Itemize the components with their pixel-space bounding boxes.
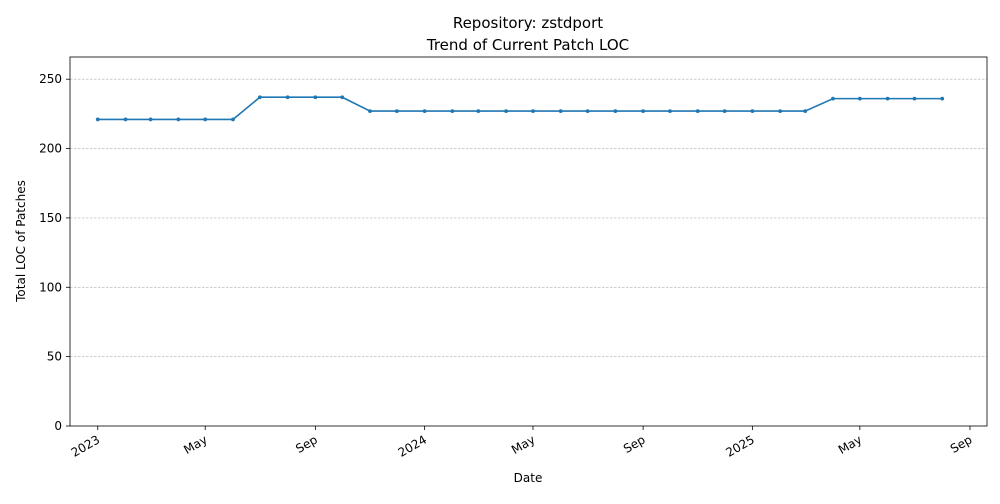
data-point — [531, 109, 535, 113]
x-tick-label: Sep — [293, 432, 320, 455]
x-tick-label: May — [181, 432, 209, 457]
data-point — [722, 109, 727, 113]
data-point — [668, 109, 672, 113]
data-point — [476, 109, 481, 113]
data-point — [203, 117, 208, 122]
data-point — [422, 109, 427, 113]
x-tick-label: Sep — [621, 432, 648, 455]
y-tick-label: 100 — [39, 280, 62, 294]
y-axis-label: Total LOC of Patches — [14, 180, 28, 303]
data-point — [450, 109, 455, 113]
data-point — [368, 109, 372, 113]
data-point — [340, 95, 345, 100]
plot-frame — [69, 56, 988, 427]
data-point — [803, 109, 808, 113]
data-point — [257, 95, 262, 100]
y-tick-label: 50 — [47, 350, 62, 364]
data-point — [313, 95, 318, 100]
data-point — [831, 96, 835, 101]
y-tick-label: 0 — [54, 419, 62, 433]
data-point — [778, 109, 783, 113]
chart-subtitle: Trend of Current Patch LOC — [426, 36, 629, 54]
data-point — [504, 109, 509, 113]
data-point — [176, 117, 181, 122]
axes: 0 50 100 150 200 250 2023 May Sep 2024 May Sep 2025 M… — [39, 56, 988, 460]
data-point — [613, 109, 618, 113]
data-point — [95, 117, 100, 122]
chart-title: Repository: zstdport — [453, 14, 603, 32]
data-point — [231, 117, 235, 122]
data-point — [148, 117, 153, 122]
series-line — [97, 96, 943, 121]
y-tick-label: 150 — [39, 211, 62, 225]
x-tick-label: 2023 — [69, 432, 102, 459]
data-point — [123, 117, 128, 122]
x-tick-label: May — [836, 432, 864, 457]
data-point — [750, 109, 755, 113]
data-point — [285, 95, 290, 100]
y-tick-label: 200 — [39, 142, 62, 156]
x-tick-label: Sep — [948, 432, 975, 455]
y-tick-label: 250 — [39, 72, 62, 86]
data-point — [885, 96, 890, 101]
x-tick-label: 2025 — [723, 432, 756, 459]
gridlines — [70, 78, 987, 357]
data-point — [641, 109, 646, 113]
x-tick-label: 2024 — [396, 432, 429, 459]
data-point — [940, 96, 945, 101]
data-point — [695, 109, 700, 113]
x-axis-label: Date — [514, 471, 543, 485]
data-point — [558, 109, 563, 113]
data-point — [394, 109, 399, 113]
data-point — [912, 96, 917, 101]
data-series — [95, 95, 945, 122]
x-tick-label: May — [509, 432, 537, 457]
data-point — [585, 109, 590, 113]
data-point — [857, 96, 862, 101]
